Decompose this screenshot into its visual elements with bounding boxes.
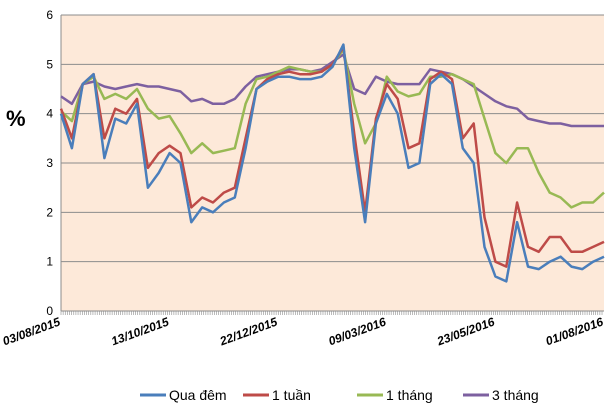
y-tick-label: 6 — [46, 8, 53, 22]
legend-label: Qua đêm — [169, 387, 227, 403]
legend-item: 1 tháng — [357, 387, 433, 403]
legend-item: 3 tháng — [463, 387, 539, 403]
legend-label: 1 tháng — [386, 387, 433, 403]
x-tick-label: 13/10/2015 — [109, 315, 171, 349]
y-tick-label: 1 — [46, 255, 53, 269]
legend-label: 3 tháng — [492, 387, 539, 403]
x-tick-label: 03/08/2015 — [1, 315, 63, 349]
legend-item: Qua đêm — [140, 387, 227, 403]
series-line-0 — [59, 43, 605, 283]
x-tick-label: 01/08/2016 — [544, 315, 606, 349]
legend-item: 1 tuần — [243, 387, 311, 403]
x-tick-label: 23/05/2016 — [434, 315, 496, 349]
y-tick-label: 3 — [46, 156, 53, 170]
x-tick-label: 22/12/2015 — [217, 315, 279, 349]
series-line-3 — [60, 53, 604, 128]
y-tick-label: 2 — [46, 205, 53, 219]
y-axis-label: % — [6, 106, 26, 131]
legend-label: 1 tuần — [272, 387, 311, 403]
y-tick-label: 0 — [46, 304, 53, 318]
y-tick-label: 5 — [46, 57, 53, 71]
x-tick-label: 09/03/2016 — [327, 315, 389, 349]
y-tick-label: 4 — [46, 107, 53, 121]
